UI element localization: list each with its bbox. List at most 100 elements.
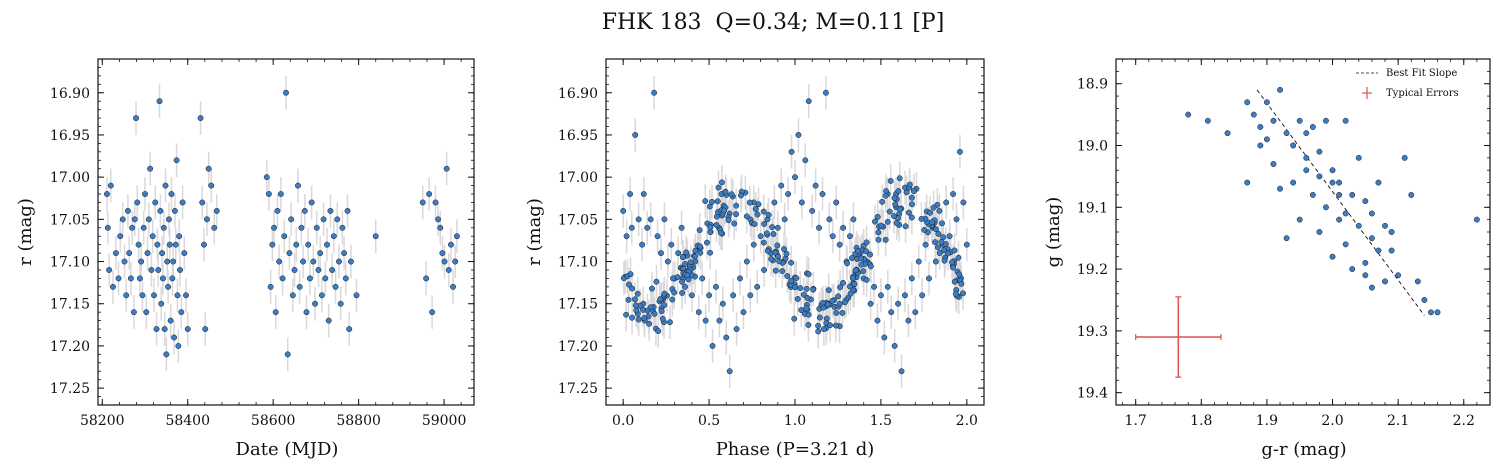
phase-point <box>908 214 915 221</box>
date-point <box>435 216 442 223</box>
phase-point <box>651 310 658 317</box>
phase-point <box>803 305 810 312</box>
date-point <box>201 241 207 248</box>
color-point <box>1283 235 1290 242</box>
phase-point <box>950 264 956 271</box>
phase-point <box>890 213 897 220</box>
y-tick-label: 16.90 <box>558 86 598 102</box>
phase-point <box>640 306 646 313</box>
phase-point <box>882 236 889 243</box>
date-point <box>213 207 220 214</box>
y-tick-label: 17.15 <box>558 297 598 313</box>
phase-point <box>763 230 770 237</box>
date-point <box>296 283 303 290</box>
color-point <box>1303 167 1310 174</box>
color-point <box>1368 235 1375 242</box>
date-point <box>181 250 188 257</box>
color-point <box>1329 179 1336 186</box>
date-point <box>126 250 133 257</box>
date-point <box>265 191 272 197</box>
date-point <box>342 275 349 282</box>
phase-point <box>682 283 688 290</box>
date-point <box>272 309 279 316</box>
phase-point <box>820 326 827 333</box>
date-point <box>147 165 154 172</box>
legend-label-typical-errors: Typical Errors <box>1386 88 1459 99</box>
color-point <box>1204 117 1211 124</box>
phase-point <box>697 249 704 256</box>
phase-point <box>815 328 822 335</box>
date-point <box>148 267 155 273</box>
date-point <box>178 309 185 316</box>
phase-point <box>623 311 630 318</box>
date-point <box>325 317 332 324</box>
phase-point <box>726 368 733 375</box>
phase-point <box>699 275 706 282</box>
color-point <box>1427 309 1434 316</box>
phase-point <box>822 89 829 96</box>
phase-point <box>692 253 699 260</box>
date-point <box>165 216 172 223</box>
color-point <box>1309 124 1316 130</box>
date-point <box>124 207 131 214</box>
color-point <box>1349 266 1356 273</box>
date-point <box>303 309 310 316</box>
phase-point <box>797 285 804 292</box>
x-tick-label: 2.2 <box>1453 413 1475 429</box>
phase-point <box>696 227 703 234</box>
phase-point <box>867 300 874 307</box>
color-point <box>1368 210 1375 217</box>
y-axis-label-g: g (mag) <box>1043 197 1064 268</box>
phase-point <box>697 243 704 250</box>
phase-point <box>770 231 777 237</box>
phase-point <box>852 267 859 274</box>
phase-point <box>945 250 951 257</box>
phase-point <box>798 307 805 313</box>
phase-point <box>760 239 767 246</box>
date-point <box>174 292 181 299</box>
phase-point <box>760 208 767 215</box>
phase-point <box>632 132 639 138</box>
date-point <box>202 326 209 332</box>
phase-point <box>921 226 928 233</box>
phase-point <box>635 316 642 323</box>
phase-point <box>934 244 941 251</box>
date-point <box>263 174 270 181</box>
phase-point <box>750 241 757 248</box>
phase-point <box>902 292 908 299</box>
y-tick-label: 19.4 <box>1077 386 1108 402</box>
phase-point <box>631 296 638 303</box>
phase-point <box>960 290 966 297</box>
phase-point <box>671 289 678 296</box>
phase-point <box>722 188 729 195</box>
phase-point <box>707 224 714 231</box>
phase-point <box>851 281 858 287</box>
phase-point <box>819 299 826 306</box>
phase-point <box>678 224 685 231</box>
phase-point <box>803 285 810 292</box>
date-point <box>184 326 191 332</box>
phase-point <box>891 195 898 202</box>
phase-point <box>709 342 716 349</box>
phase-point <box>778 182 785 189</box>
legend-label-best-fit: Best Fit Slope <box>1386 68 1457 79</box>
phase-point <box>764 247 771 254</box>
phase-point <box>669 296 676 303</box>
date-point <box>320 216 327 223</box>
color-point <box>1336 216 1343 223</box>
phase-point <box>884 218 891 225</box>
phase-point <box>717 229 724 236</box>
date-point <box>168 191 175 197</box>
phase-point <box>675 250 682 257</box>
phase-point <box>682 261 689 267</box>
date-point <box>317 250 324 257</box>
x-tick-label: 2.1 <box>1387 413 1409 429</box>
color-point <box>1303 130 1310 137</box>
phase-point <box>765 212 772 218</box>
phase-point <box>802 157 809 164</box>
phase-point <box>935 230 942 237</box>
date-point <box>334 216 341 223</box>
phase-point <box>728 191 735 198</box>
phase-point <box>847 233 853 240</box>
date-point <box>138 258 145 265</box>
